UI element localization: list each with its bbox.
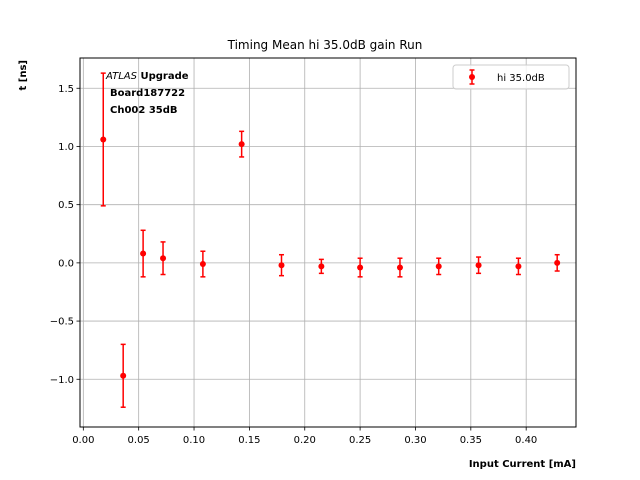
x-tick-label: 0.20 [294, 435, 316, 446]
data-marker [515, 263, 522, 270]
data-point [357, 257, 364, 278]
y-tick-label: 0.0 [58, 258, 74, 269]
annotation-upgrade: Upgrade [137, 71, 189, 82]
data-point [435, 257, 442, 276]
annotation-atlas: ATLAS [105, 71, 138, 82]
legend-box [452, 64, 570, 90]
data-point [140, 229, 147, 278]
annotation-line-2: Board187722 [110, 88, 185, 99]
data-marker [199, 261, 206, 268]
x-tick-label: 0.40 [515, 435, 537, 446]
annotation-line-3: Ch002 35dB [110, 105, 178, 116]
legend: hi 35.0dB [452, 64, 570, 90]
data-point [318, 258, 325, 275]
data-point [238, 130, 245, 158]
x-axis-label: Input Current [mA] [469, 459, 576, 470]
x-tick-label: 0.00 [72, 435, 94, 446]
x-tick-label: 0.10 [183, 435, 205, 446]
data-marker [475, 262, 482, 269]
y-tick-label: 1.5 [58, 84, 74, 95]
data-marker [278, 262, 285, 269]
x-tick-label: 0.30 [404, 435, 426, 446]
data-marker [396, 264, 403, 271]
y-tick-label: −0.5 [50, 317, 74, 328]
data-marker [160, 255, 167, 262]
data-marker [120, 372, 127, 379]
grid [80, 58, 576, 427]
data-marker [554, 259, 561, 266]
y-tick-label: 0.5 [58, 200, 74, 211]
data-point [120, 343, 127, 408]
x-tick-label: 0.35 [460, 435, 482, 446]
y-tick-label: −1.0 [50, 375, 74, 386]
data-point [160, 241, 167, 276]
x-tick-label: 0.15 [238, 435, 260, 446]
data-marker [357, 264, 364, 271]
chart-title: Timing Mean hi 35.0dB gain Run [227, 38, 423, 52]
data-marker [318, 263, 325, 270]
data-point [278, 253, 285, 277]
data-point [100, 72, 107, 207]
data-point [396, 257, 403, 278]
x-tick-label: 0.05 [128, 435, 150, 446]
x-tick-label: 0.25 [349, 435, 371, 446]
data-marker [100, 136, 107, 143]
y-tick-label: 1.0 [58, 142, 74, 153]
legend-marker [469, 74, 475, 80]
data-point [554, 253, 561, 272]
data-point [515, 257, 522, 276]
y-axis-ticks: −1.0 −0.5 0.0 0.5 1.0 1.5 [50, 84, 80, 386]
data-series [100, 72, 561, 408]
y-axis-label: t [ns] [18, 60, 29, 90]
data-marker [238, 141, 245, 148]
data-marker [435, 263, 442, 270]
annotation-line-1: ATLAS Upgrade [105, 71, 189, 82]
x-axis-ticks: 0.00 0.05 0.10 0.15 0.20 0.25 0.30 0.35 0.40 [72, 427, 537, 446]
data-marker [140, 250, 147, 257]
legend-label: hi 35.0dB [497, 73, 545, 84]
data-point [475, 256, 482, 275]
data-point [199, 250, 206, 278]
plot-frame [79, 57, 577, 428]
